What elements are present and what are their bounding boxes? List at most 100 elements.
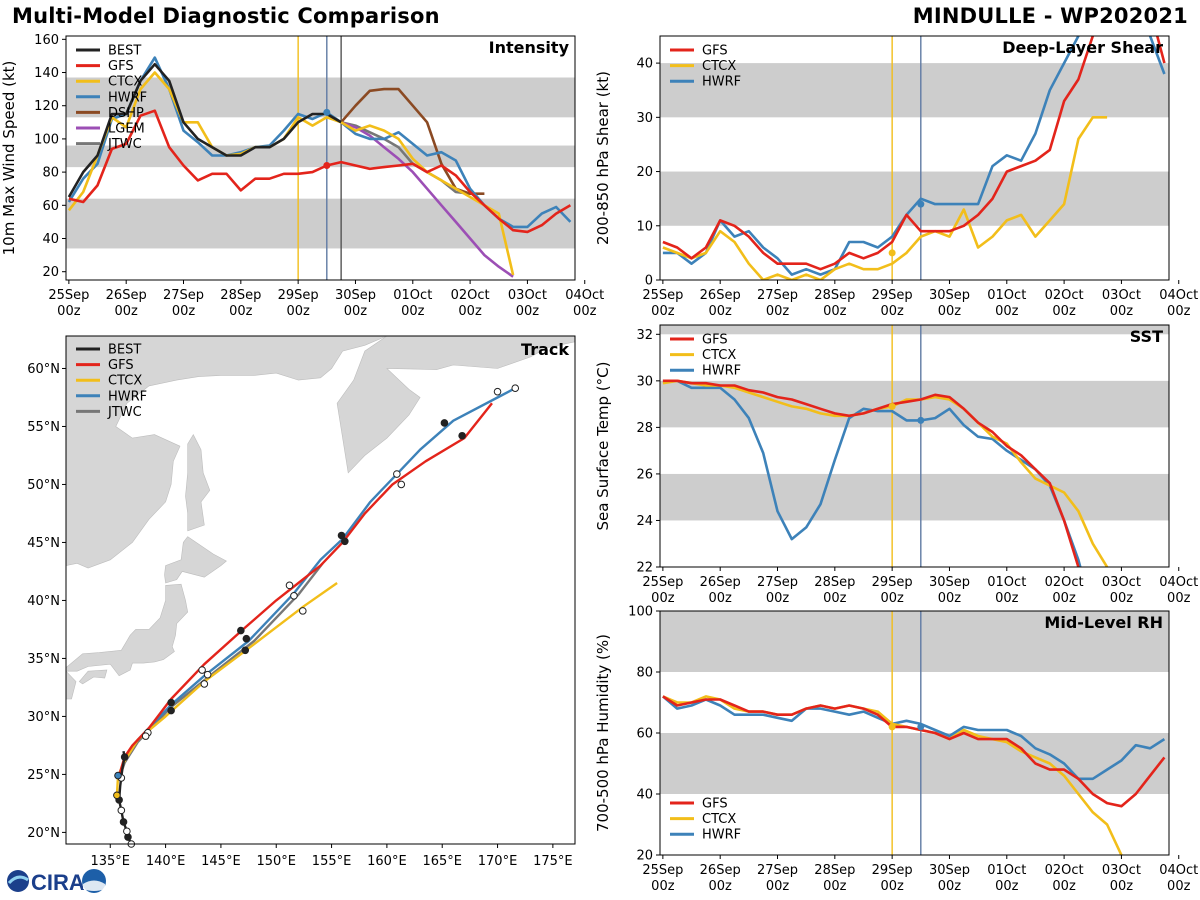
ytick-label-rh-80: 80 [636,666,653,681]
xtick-sublabel-sst-3: 00z [823,591,847,606]
xtick-sublabel-rh-4: 00z [880,879,904,894]
series-sst-gfs [662,379,1080,567]
track-marker-24 [203,670,212,679]
xtick-label-sst-7: 02Oct [1045,575,1084,590]
track-gfs [117,402,493,776]
xtick-sublabel-shear-0: 00z [651,304,675,319]
track-marker-15 [337,531,346,540]
track-marker-28 [397,480,406,489]
xtick-label-intensity-2: 27Sep [163,288,204,303]
ytick-label-intensity-160: 160 [34,33,59,48]
series-rh-gfs [662,695,1166,808]
xtick-sublabel-rh-9: 00z [1167,879,1191,894]
legend-label-track-ctcx: CTCX [108,374,142,389]
series-intensity-best [67,62,342,198]
land-kamchatka [336,336,575,474]
xtick-label-intensity-0: 25Sep [48,288,89,303]
track-marker-20 [167,706,175,715]
ytick-label-sst-26: 26 [636,467,653,482]
xtick-label-rh-4: 29Sep [872,863,913,878]
xtick-label-rh-6: 01Oct [987,863,1026,878]
ytick-label-intensity-120: 120 [34,99,59,114]
xtick-sublabel-sst-2: 00z [766,591,790,606]
ytick-label-intensity-80: 80 [42,166,59,181]
xtick-label-rh-8: 03Oct [1102,863,1141,878]
legend-label-intensity-ctcx: CTCX [108,75,142,90]
legend-label-intensity-gfs: GFS [108,59,134,74]
ytick-label-rh-60: 60 [636,727,653,742]
track-marker-25 [242,634,251,643]
xtick-sublabel-rh-1: 00z [708,879,732,894]
track-marker-17 [440,419,449,427]
xtick-sublabel-intensity-7: 00z [458,304,482,319]
xtick-sublabel-shear-4: 00z [880,304,904,319]
track-marker-16 [393,470,401,478]
legend-label-rh-ctcx: CTCX [702,812,736,827]
xtick-sublabel-sst-7: 00z [1052,591,1076,606]
ytick-label-sst-32: 32 [636,328,653,343]
ytick-label-track-40: 40°N [27,594,60,609]
track-marker-27 [341,537,349,546]
track-marker-18 [493,387,502,396]
xtick-sublabel-shear-3: 00z [823,304,847,319]
legend-label-intensity-jtwc: JTWC [107,137,142,152]
storm-id-title: MINDULLE - WP202021 [912,4,1188,28]
xtick-label-sst-8: 03Oct [1102,575,1141,590]
xtick-label-sst-6: 01Oct [987,575,1026,590]
xtick-label-shear-3: 28Sep [814,288,855,303]
ylabel-rh: 700-500 hPa Humidity (%) [594,634,612,832]
track-marker-9 [113,791,121,800]
xtick-label-intensity-5: 30Sep [335,288,376,303]
xtick-label-intensity-6: 01Oct [393,288,432,303]
ylabel-intensity: 10m Max Wind Speed (kt) [0,61,18,256]
track-marker-7 [120,753,129,761]
band-sst-0 [660,473,1169,521]
series-shear-ctcx [662,116,1108,280]
ytick-label-shear-30: 30 [636,111,653,126]
ytick-label-shear-40: 40 [636,57,653,72]
marker-shear-1 [917,200,925,208]
ytick-label-intensity-60: 60 [42,199,59,214]
xtick-sublabel-rh-2: 00z [766,879,790,894]
track-marker-22 [241,646,250,655]
ytick-label-sst-30: 30 [636,374,653,389]
xtick-label-rh-7: 02Oct [1045,863,1084,878]
ytick-label-track-55: 55°N [27,420,60,435]
track-marker-26 [290,591,298,600]
xtick-sublabel-shear-7: 00z [1052,304,1076,319]
xtick-label-track-170: 170°E [478,854,518,869]
ytick-label-intensity-20: 20 [42,265,59,280]
ytick-label-track-20: 20°N [27,826,60,841]
band-shear-1 [660,63,1169,118]
xtick-sublabel-intensity-9: 00z [573,304,597,319]
xtick-sublabel-shear-5: 00z [938,304,962,319]
xtick-label-track-160: 160°E [367,854,407,869]
track-marker-30 [511,384,520,392]
ytick-label-rh-100: 100 [628,605,653,620]
ytick-label-shear-10: 10 [636,219,653,234]
ytick-label-track-25: 25°N [27,768,60,783]
marker-rh-1 [917,723,925,731]
xtick-sublabel-shear-1: 00z [708,304,732,319]
band-rh-0 [660,733,1169,794]
xtick-label-sst-9: 04Oct [1159,575,1198,590]
track-marker-23 [298,607,307,615]
track-marker-4 [117,806,126,815]
ytick-label-shear-0: 0 [645,274,653,289]
xtick-label-rh-2: 27Sep [757,863,798,878]
cira-logo: CIRA [7,869,106,895]
marker-intensity-0 [323,161,331,169]
xtick-sublabel-sst-6: 00z [995,591,1019,606]
marker-intensity-1 [323,108,331,116]
xtick-sublabel-shear-9: 00z [1167,304,1191,319]
track-marker-21 [200,680,209,688]
series-shear-gfs [662,36,1166,271]
cira-logo-text: CIRA [31,870,85,895]
track-marker-8 [114,771,122,780]
xtick-sublabel-shear-6: 00z [995,304,1019,319]
xtick-label-shear-1: 26Sep [700,288,741,303]
xtick-sublabel-sst-5: 00z [938,591,962,606]
series-shear-hwrf [662,36,1166,276]
xtick-label-sst-1: 26Sep [700,575,741,590]
